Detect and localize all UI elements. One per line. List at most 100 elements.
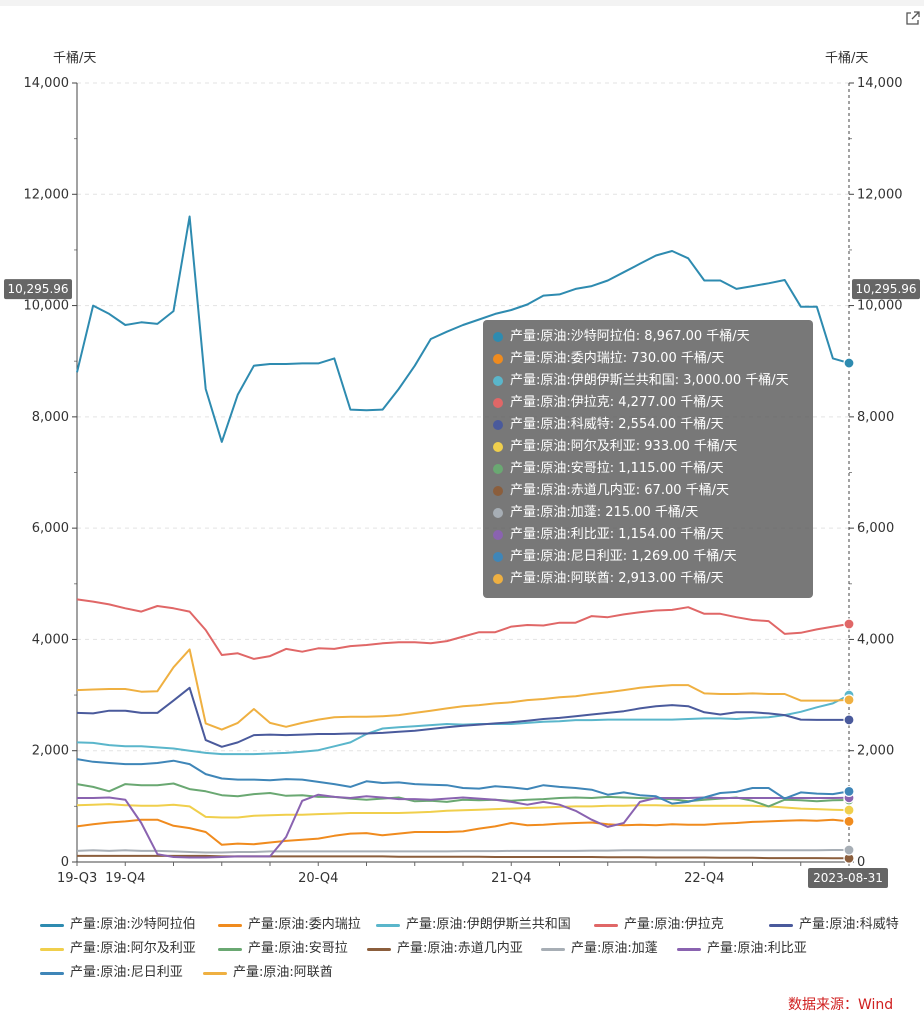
y-tick-label-right: 8,000 <box>857 410 894 425</box>
crosshair-value-left: 10,295.96 <box>7 282 68 296</box>
tooltip-series-dot <box>493 354 503 364</box>
legend-swatch <box>40 924 64 927</box>
series-line-5[interactable] <box>76 803 850 819</box>
tooltip-row-label: 产量:原油:伊朗伊斯兰共和国: 3,000.00 千桶/天 <box>510 373 789 388</box>
tooltip-row: 产量:原油:委内瑞拉: 730.00 千桶/天 <box>493 348 813 370</box>
tooltip-row: 产量:原油:阿尔及利亚: 933.00 千桶/天 <box>493 436 813 458</box>
legend-swatch <box>203 972 227 975</box>
series-end-point-8[interactable] <box>843 844 855 856</box>
legend-label: 产量:原油:利比亚 <box>707 941 807 956</box>
x-tick-label: 20-Q4 <box>298 871 338 886</box>
tooltip-series-dot <box>493 530 503 540</box>
tooltip-row: 产量:原油:伊拉克: 4,277.00 千桶/天 <box>493 392 813 414</box>
top-bar <box>0 0 924 6</box>
y-tick-label-right: 2,000 <box>857 744 894 759</box>
legend-label: 产量:原油:伊朗伊斯兰共和国 <box>406 917 571 932</box>
y-tick-label-left: 10,000 <box>24 299 70 314</box>
series-line-9[interactable] <box>77 793 850 859</box>
y-tick-label-right: 10,000 <box>857 299 903 314</box>
legend-swatch <box>541 948 565 951</box>
tooltip-series-dot <box>493 376 503 386</box>
y-tick-label-left: 2,000 <box>32 744 69 759</box>
y-tick-label-right: 6,000 <box>857 521 894 536</box>
tooltip-row: 产量:原油:加蓬: 215.00 千桶/天 <box>493 502 813 524</box>
series-line-2[interactable] <box>76 694 850 756</box>
legend-swatch <box>376 924 400 927</box>
y-tick-label-left: 6,000 <box>32 521 69 536</box>
legend-swatch <box>40 948 64 951</box>
legend-swatch <box>218 924 242 927</box>
external-link-icon[interactable] <box>905 10 921 26</box>
tooltip-series-dot <box>493 574 503 584</box>
series-end-point-11[interactable] <box>843 694 855 706</box>
tooltip-row-label: 产量:原油:尼日利亚: 1,269.00 千桶/天 <box>510 549 737 564</box>
crosshair-date: 2023-08-31 <box>813 871 883 885</box>
series-line-6[interactable] <box>76 782 850 808</box>
legend-label: 产量:原油:阿尔及利亚 <box>70 941 196 956</box>
tooltip-series-dot <box>493 552 503 562</box>
tooltip-row-label: 产量:原油:委内瑞拉: 730.00 千桶/天 <box>510 351 725 366</box>
tooltip-row-label: 产量:原油:科威特: 2,554.00 千桶/天 <box>510 417 724 432</box>
crosshair-value-box-left <box>4 279 72 300</box>
tooltip-series-dot <box>493 332 503 342</box>
legend-label: 产量:原油:阿联酋 <box>233 965 333 980</box>
tooltip-series-dot <box>493 398 503 408</box>
tooltip-row: 产量:原油:安哥拉: 1,115.00 千桶/天 <box>493 458 813 480</box>
series-line-1[interactable] <box>76 818 850 846</box>
tooltip-series-dot <box>493 508 503 518</box>
x-tick-label: 19-Q4 <box>105 871 145 886</box>
y-tick-label-left: 14,000 <box>24 76 70 91</box>
series-end-point-3[interactable] <box>843 618 855 630</box>
series-line-7[interactable] <box>77 854 849 860</box>
legend-label: 产量:原油:伊拉克 <box>624 917 724 932</box>
series-line-4[interactable] <box>76 686 849 748</box>
crosshair-value-box-right <box>852 279 920 300</box>
legend-label: 产量:原油:尼日利亚 <box>70 965 183 980</box>
x-tick-label: 21-Q4 <box>491 871 531 886</box>
series-end-point-10[interactable] <box>843 785 855 797</box>
series-end-point-0[interactable] <box>843 357 855 369</box>
legend-swatch <box>677 948 701 951</box>
tooltip-row: 产量:原油:尼日利亚: 1,269.00 千桶/天 <box>493 546 813 568</box>
legend-label: 产量:原油:沙特阿拉伯 <box>70 917 196 932</box>
series-line-8[interactable] <box>76 849 849 854</box>
tooltip-series-dot <box>493 442 503 452</box>
series-line-10[interactable] <box>76 758 850 805</box>
series-end-point-1[interactable] <box>843 815 855 827</box>
left-axis-unit: 千桶/天 <box>53 51 96 66</box>
y-tick-label-right: 12,000 <box>857 187 903 202</box>
y-tick-label-right: 14,000 <box>857 76 903 91</box>
legend-label: 产量:原油:安哥拉 <box>248 941 348 956</box>
y-tick-label-left: 0 <box>61 855 69 870</box>
tooltip-row-label: 产量:原油:加蓬: 215.00 千桶/天 <box>510 505 699 520</box>
series-line-11[interactable] <box>76 648 850 731</box>
tooltip-row-label: 产量:原油:沙特阿拉伯: 8,967.00 千桶/天 <box>510 329 750 344</box>
series-end-point-5[interactable] <box>843 804 855 816</box>
legend-label: 产量:原油:加蓬 <box>571 941 658 956</box>
tooltip-series-dot <box>493 486 503 496</box>
legend-swatch <box>218 948 242 951</box>
tooltip-row: 产量:原油:赤道几内亚: 67.00 千桶/天 <box>493 480 813 502</box>
data-source: 数据来源：Wind <box>788 997 894 1013</box>
tooltip-row: 产量:原油:沙特阿拉伯: 8,967.00 千桶/天 <box>493 326 813 348</box>
legend-label: 产量:原油:科威特 <box>799 917 899 932</box>
x-tick-label: 19-Q3 <box>57 871 97 886</box>
legend-label: 产量:原油:委内瑞拉 <box>248 917 361 932</box>
crosshair-value-right: 10,295.96 <box>855 282 916 296</box>
y-tick-label-left: 12,000 <box>24 187 70 202</box>
tooltip-row-label: 产量:原油:阿联酋: 2,913.00 千桶/天 <box>510 571 724 586</box>
tooltip-row-label: 产量:原油:赤道几内亚: 67.00 千桶/天 <box>510 483 730 498</box>
series-line-3[interactable] <box>76 598 850 660</box>
y-tick-label-right: 4,000 <box>857 632 894 647</box>
tooltip-row-label: 产量:原油:利比亚: 1,154.00 千桶/天 <box>510 527 724 542</box>
legend-swatch <box>367 948 391 951</box>
tooltip-row: 产量:原油:阿联酋: 2,913.00 千桶/天 <box>493 568 813 590</box>
legend-label: 产量:原油:赤道几内亚 <box>397 941 523 956</box>
tooltip-series-dot <box>493 420 503 430</box>
series-line-0[interactable] <box>76 215 850 443</box>
series-end-point-4[interactable] <box>843 714 855 726</box>
tooltip-row: 产量:原油:科威特: 2,554.00 千桶/天 <box>493 414 813 436</box>
legend-swatch <box>40 972 64 975</box>
data-tooltip: 产量:原油:沙特阿拉伯: 8,967.00 千桶/天 产量:原油:委内瑞拉: 73… <box>483 320 813 598</box>
y-tick-label-left: 4,000 <box>32 632 69 647</box>
